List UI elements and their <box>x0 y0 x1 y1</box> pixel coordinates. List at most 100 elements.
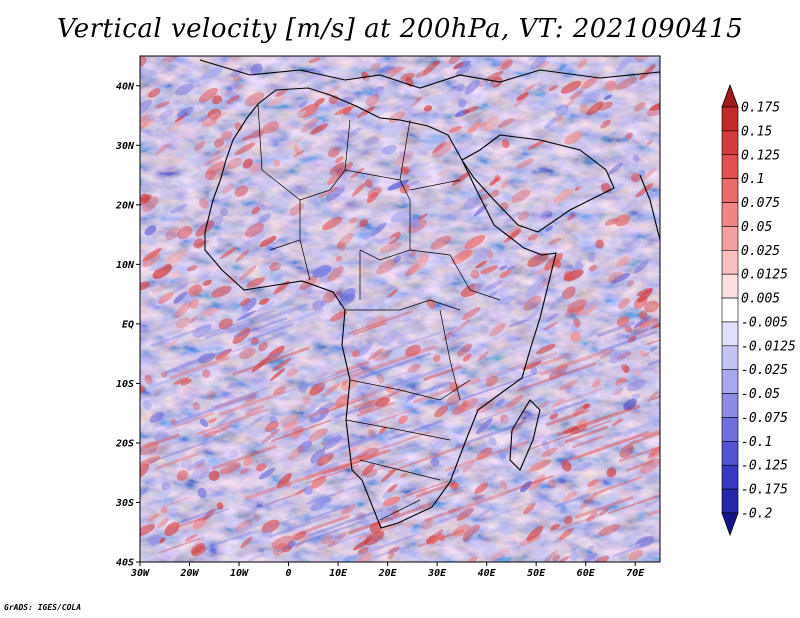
velocity-patch <box>199 418 209 428</box>
velocity-patch <box>534 534 550 547</box>
velocity-patch <box>146 380 165 392</box>
velocity-streak <box>345 534 416 561</box>
velocity-patch <box>553 188 574 204</box>
velocity-streak <box>248 495 293 512</box>
velocity-patch <box>634 102 646 112</box>
velocity-patch <box>488 437 497 446</box>
velocity-patch <box>400 472 408 478</box>
colorbar-swatch <box>721 249 739 275</box>
velocity-patch <box>606 467 617 478</box>
velocity-patch <box>382 496 401 506</box>
velocity-streak <box>308 444 389 474</box>
velocity-patch <box>194 270 213 284</box>
velocity-patch <box>172 282 189 294</box>
velocity-streak <box>306 392 376 419</box>
india-coastline <box>639 174 660 241</box>
velocity-patch <box>246 509 257 518</box>
velocity-streak <box>373 541 417 559</box>
velocity-patch <box>564 131 583 145</box>
velocity-patch <box>377 236 397 247</box>
velocity-patch <box>499 269 512 279</box>
velocity-streak <box>195 408 269 436</box>
velocity-patch <box>405 344 421 357</box>
velocity-streak <box>648 358 660 366</box>
velocity-patch <box>552 218 560 225</box>
velocity-patch <box>270 368 286 381</box>
velocity-patch <box>395 502 416 518</box>
velocity-patch <box>272 358 292 372</box>
velocity-patch <box>273 159 281 167</box>
velocity-streak <box>388 419 443 441</box>
velocity-patch <box>170 419 177 426</box>
velocity-patch <box>415 67 433 78</box>
velocity-patch <box>621 414 635 423</box>
velocity-patch <box>593 555 610 562</box>
velocity-patch <box>144 225 157 236</box>
velocity-patch <box>388 383 405 398</box>
velocity-patch <box>297 73 319 85</box>
velocity-streak <box>573 434 643 460</box>
velocity-patch <box>450 481 459 490</box>
velocity-streak <box>247 323 294 341</box>
velocity-patch <box>327 540 336 547</box>
velocity-patch <box>205 161 226 176</box>
velocity-patch <box>473 203 488 217</box>
velocity-patch <box>445 271 455 282</box>
velocity-patch <box>364 469 378 478</box>
velocity-patch <box>191 546 206 557</box>
velocity-patch <box>213 138 225 148</box>
velocity-patch <box>473 248 490 264</box>
velocity-patch <box>489 548 510 561</box>
velocity-patch <box>358 400 378 413</box>
map-panel <box>140 56 660 562</box>
velocity-patch <box>140 463 150 480</box>
velocity-streak <box>540 353 571 366</box>
velocity-patch <box>376 85 396 101</box>
velocity-streak <box>407 381 452 399</box>
velocity-patch <box>555 104 569 116</box>
velocity-patch <box>365 315 387 329</box>
velocity-streak <box>177 507 221 524</box>
lat-tick-label: 10N <box>116 260 135 271</box>
velocity-patch <box>493 168 502 176</box>
velocity-patch <box>409 217 421 229</box>
velocity-patch <box>202 495 220 511</box>
velocity-patch <box>463 197 480 210</box>
lon-tick-label: 0 <box>286 568 292 579</box>
lon-tick-label: 10E <box>329 568 348 579</box>
velocity-patch <box>262 121 280 134</box>
velocity-patch <box>184 533 198 542</box>
velocity-patch <box>265 230 276 241</box>
velocity-patch <box>499 521 508 530</box>
velocity-patch <box>316 452 334 467</box>
velocity-streak <box>556 404 641 437</box>
lat-tick-label: 20N <box>115 200 135 211</box>
colorbar-bottom-arrow <box>721 512 739 537</box>
velocity-patch <box>626 378 646 392</box>
velocity-patch <box>189 315 198 324</box>
velocity-patch <box>382 144 397 155</box>
velocity-patch <box>489 323 506 337</box>
velocity-patch <box>169 269 181 279</box>
velocity-patch <box>230 67 244 77</box>
velocity-patch <box>267 95 286 107</box>
velocity-patch <box>157 517 170 529</box>
colorbar-label: -0.125 <box>741 459 788 474</box>
velocity-patch <box>290 425 304 440</box>
velocity-patch <box>526 525 544 542</box>
velocity-patch <box>191 463 212 480</box>
velocity-patch <box>174 83 194 96</box>
velocity-patch <box>251 206 260 215</box>
velocity-patch <box>550 523 560 531</box>
velocity-patch <box>307 193 322 203</box>
velocity-streak <box>349 345 436 379</box>
velocity-patch <box>552 554 561 562</box>
velocity-patch <box>203 508 216 521</box>
velocity-patch <box>282 149 294 158</box>
velocity-patch <box>461 306 481 321</box>
velocity-patch <box>585 435 599 445</box>
velocity-streak <box>224 393 258 407</box>
velocity-patch <box>562 109 573 119</box>
velocity-patch <box>588 264 597 272</box>
velocity-patch <box>403 166 411 174</box>
